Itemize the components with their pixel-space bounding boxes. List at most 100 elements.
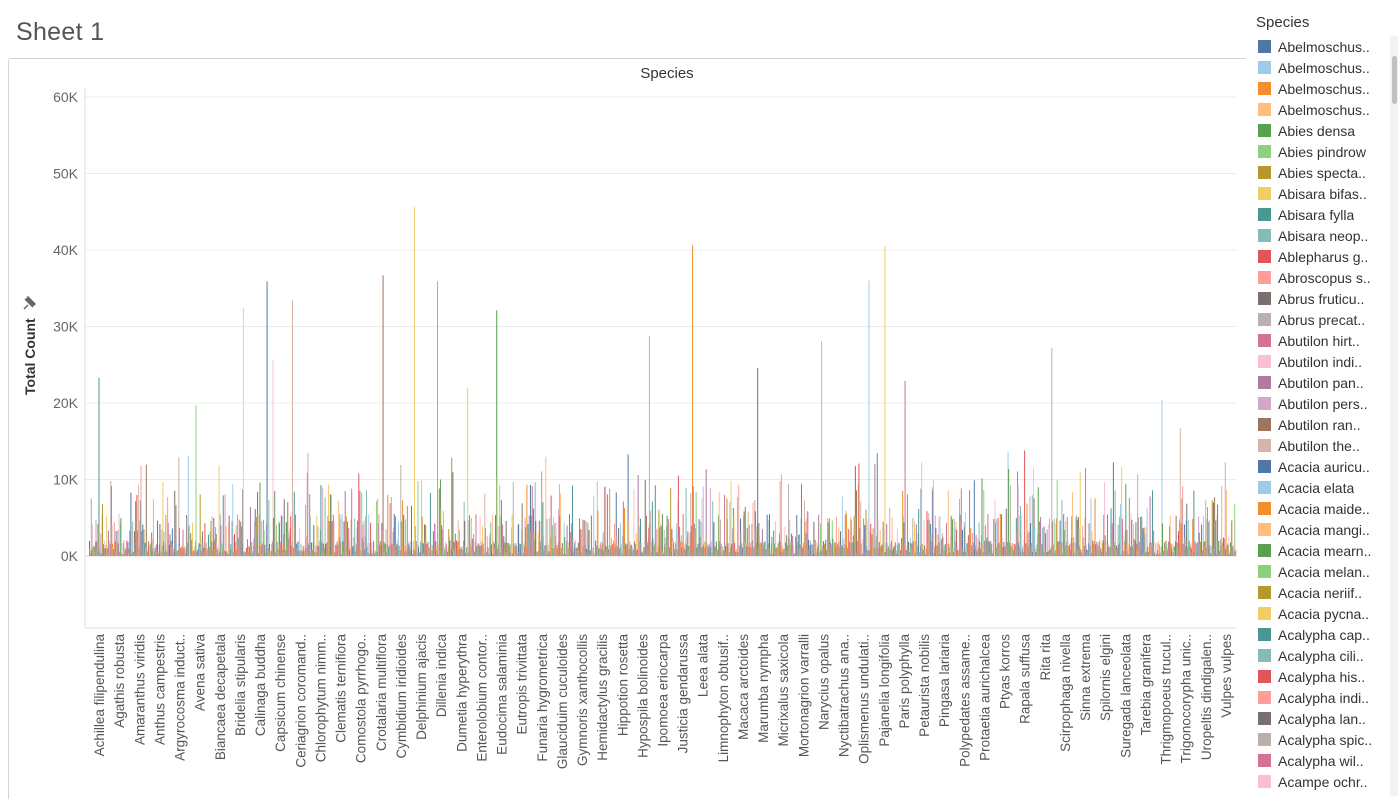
- bar-chart[interactable]: Species Total Count 0K10K20K30K40K50K60K…: [0, 0, 1245, 796]
- bar[interactable]: [138, 484, 140, 556]
- bar[interactable]: [1153, 551, 1155, 556]
- bar[interactable]: [887, 545, 889, 556]
- bar[interactable]: [506, 551, 508, 556]
- bar[interactable]: [967, 551, 969, 556]
- bar[interactable]: [572, 537, 574, 556]
- bar[interactable]: [352, 553, 354, 556]
- bar[interactable]: [967, 535, 969, 556]
- bar[interactable]: [1006, 542, 1008, 556]
- bar[interactable]: [1035, 552, 1037, 557]
- bar[interactable]: [161, 545, 163, 556]
- bar[interactable]: [142, 544, 144, 556]
- bar[interactable]: [148, 541, 150, 556]
- bar[interactable]: [905, 550, 907, 556]
- bar[interactable]: [587, 522, 589, 556]
- bar[interactable]: [995, 519, 997, 556]
- bar[interactable]: [400, 521, 402, 556]
- bar[interactable]: [626, 543, 628, 556]
- bar[interactable]: [534, 539, 536, 556]
- bar[interactable]: [984, 554, 986, 556]
- bar[interactable]: [686, 536, 688, 556]
- bar[interactable]: [629, 541, 631, 556]
- bar[interactable]: [750, 542, 752, 556]
- bar[interactable]: [799, 544, 801, 556]
- bar[interactable]: [808, 549, 810, 556]
- bar[interactable]: [490, 544, 492, 556]
- bar[interactable]: [990, 540, 992, 556]
- bar[interactable]: [653, 545, 655, 556]
- bar[interactable]: [525, 549, 527, 556]
- bar[interactable]: [175, 505, 177, 556]
- bar[interactable]: [655, 552, 657, 556]
- bar[interactable]: [1108, 551, 1110, 556]
- bar[interactable]: [669, 547, 671, 556]
- bar[interactable]: [824, 553, 826, 556]
- bar[interactable]: [814, 540, 816, 556]
- bar[interactable]: [873, 547, 875, 556]
- bar[interactable]: [1157, 541, 1159, 556]
- bar[interactable]: [248, 547, 250, 556]
- bar[interactable]: [191, 522, 193, 556]
- bar[interactable]: [306, 536, 308, 556]
- bar[interactable]: [1095, 549, 1097, 556]
- bar[interactable]: [139, 500, 141, 556]
- bar[interactable]: [1193, 542, 1195, 556]
- bar[interactable]: [998, 542, 1000, 556]
- bar[interactable]: [503, 552, 505, 556]
- bar[interactable]: [177, 549, 179, 556]
- bar[interactable]: [1149, 542, 1150, 556]
- bar[interactable]: [883, 529, 885, 556]
- bar[interactable]: [667, 519, 669, 556]
- bar[interactable]: [348, 528, 350, 556]
- bar[interactable]: [553, 548, 555, 556]
- bar[interactable]: [979, 541, 981, 556]
- bar[interactable]: [456, 552, 458, 556]
- bar[interactable]: [527, 524, 529, 556]
- bar[interactable]: [319, 529, 321, 556]
- bar[interactable]: [443, 553, 445, 556]
- bar[interactable]: [1054, 550, 1056, 556]
- bar[interactable]: [235, 541, 237, 556]
- bar[interactable]: [641, 551, 643, 556]
- bar[interactable]: [430, 544, 432, 556]
- bar[interactable]: [1072, 492, 1074, 556]
- bar[interactable]: [1133, 539, 1135, 556]
- legend-item[interactable]: Abrus fruticu..: [1258, 288, 1382, 309]
- bar[interactable]: [90, 553, 92, 556]
- bar[interactable]: [1138, 552, 1140, 556]
- bar[interactable]: [1105, 548, 1107, 556]
- bar[interactable]: [602, 532, 604, 556]
- bar[interactable]: [489, 533, 491, 556]
- bar[interactable]: [265, 552, 267, 556]
- bar[interactable]: [843, 547, 845, 556]
- bar[interactable]: [579, 550, 581, 556]
- bar[interactable]: [517, 525, 519, 556]
- bar[interactable]: [116, 540, 118, 556]
- bar[interactable]: [115, 549, 117, 556]
- bar[interactable]: [424, 541, 426, 556]
- bar[interactable]: [449, 540, 451, 556]
- bar[interactable]: [930, 524, 932, 556]
- bar[interactable]: [843, 538, 845, 556]
- bar[interactable]: [805, 550, 807, 556]
- bar[interactable]: [938, 542, 940, 556]
- bar[interactable]: [600, 549, 602, 556]
- bar[interactable]: [510, 527, 512, 556]
- bar[interactable]: [1193, 490, 1195, 556]
- bar[interactable]: [787, 484, 789, 556]
- bar[interactable]: [692, 486, 694, 556]
- bar[interactable]: [286, 521, 288, 556]
- bar[interactable]: [234, 551, 236, 556]
- bar[interactable]: [470, 517, 472, 556]
- bar[interactable]: [587, 543, 589, 556]
- bar[interactable]: [1200, 549, 1202, 556]
- bar[interactable]: [783, 552, 785, 556]
- bar[interactable]: [798, 534, 800, 556]
- bar[interactable]: [260, 543, 262, 556]
- bar[interactable]: [590, 515, 592, 556]
- bar[interactable]: [769, 514, 771, 556]
- bar[interactable]: [740, 531, 742, 556]
- bar[interactable]: [334, 554, 336, 556]
- bar[interactable]: [303, 554, 305, 556]
- bar[interactable]: [729, 547, 731, 556]
